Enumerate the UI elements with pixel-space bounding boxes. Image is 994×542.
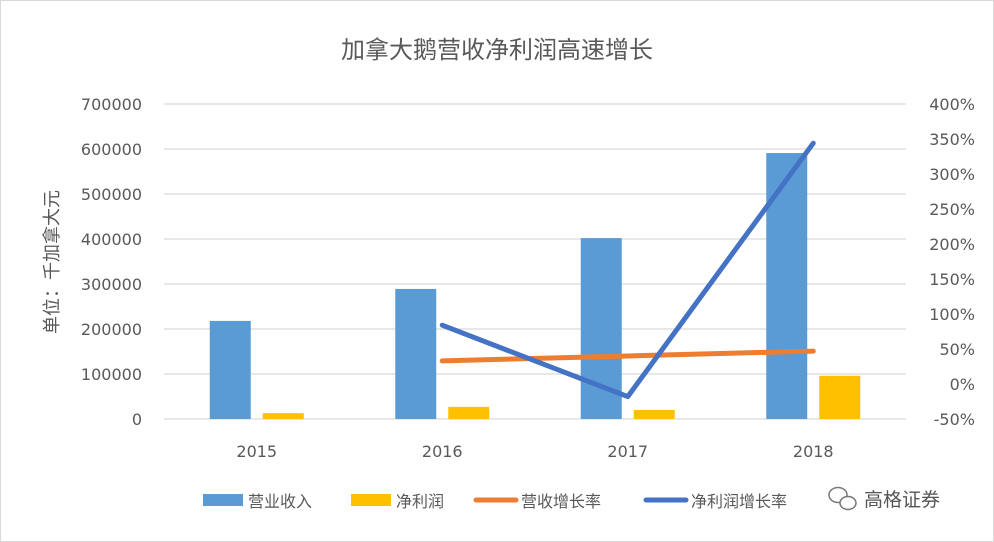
x-tick-label: 2018: [793, 442, 834, 461]
y2-tick-label: 100%: [929, 305, 975, 324]
wechat-icon: [828, 486, 857, 511]
chart-title: 加拿大鹅营收净利润高速增长: [341, 36, 653, 64]
y2-tick-label: 50%: [939, 340, 975, 359]
y2-tick-label: 200%: [929, 235, 975, 254]
y2-tick-label: -50%: [934, 410, 975, 429]
x-tick-label: 2016: [422, 442, 463, 461]
bar-净利润: [448, 406, 490, 419]
y2-tick-label: 350%: [929, 130, 975, 149]
x-tick-label: 2017: [607, 442, 648, 461]
legend-label: 净利润: [396, 492, 444, 511]
y-axis-label: 单位：千加拿大元: [41, 190, 63, 334]
legend-label: 营业收入: [248, 492, 312, 511]
y2-tick-label: 400%: [929, 95, 975, 114]
y-tick-label: 0: [132, 410, 142, 429]
legend-label: 营收增长率: [521, 492, 601, 511]
bar-营业收入: [395, 288, 437, 419]
y-tick-label: 600000: [81, 140, 142, 159]
y-tick-label: 100000: [81, 365, 142, 384]
legend-swatch: [351, 494, 391, 506]
watermark: 高格证券: [828, 486, 940, 511]
y2-tick-label: 250%: [929, 200, 975, 219]
bar-营业收入: [766, 153, 808, 420]
legend-swatch: [203, 494, 243, 506]
y2-tick-label: 150%: [929, 270, 975, 289]
bar-净利润: [262, 413, 304, 419]
bar-净利润: [633, 410, 675, 419]
y2-tick-label: 0%: [950, 375, 975, 394]
y-tick-label: 500000: [81, 185, 142, 204]
y-tick-label: 400000: [81, 230, 142, 249]
legend-label: 净利润增长率: [691, 492, 787, 511]
bar-营业收入: [209, 320, 251, 419]
x-tick-label: 2015: [236, 442, 277, 461]
y2-tick-label: 300%: [929, 165, 975, 184]
y-tick-label: 300000: [81, 275, 142, 294]
watermark-text: 高格证券: [864, 489, 940, 511]
y-tick-label: 200000: [81, 320, 142, 339]
y-tick-label: 700000: [81, 95, 142, 114]
bar-净利润: [819, 375, 861, 419]
